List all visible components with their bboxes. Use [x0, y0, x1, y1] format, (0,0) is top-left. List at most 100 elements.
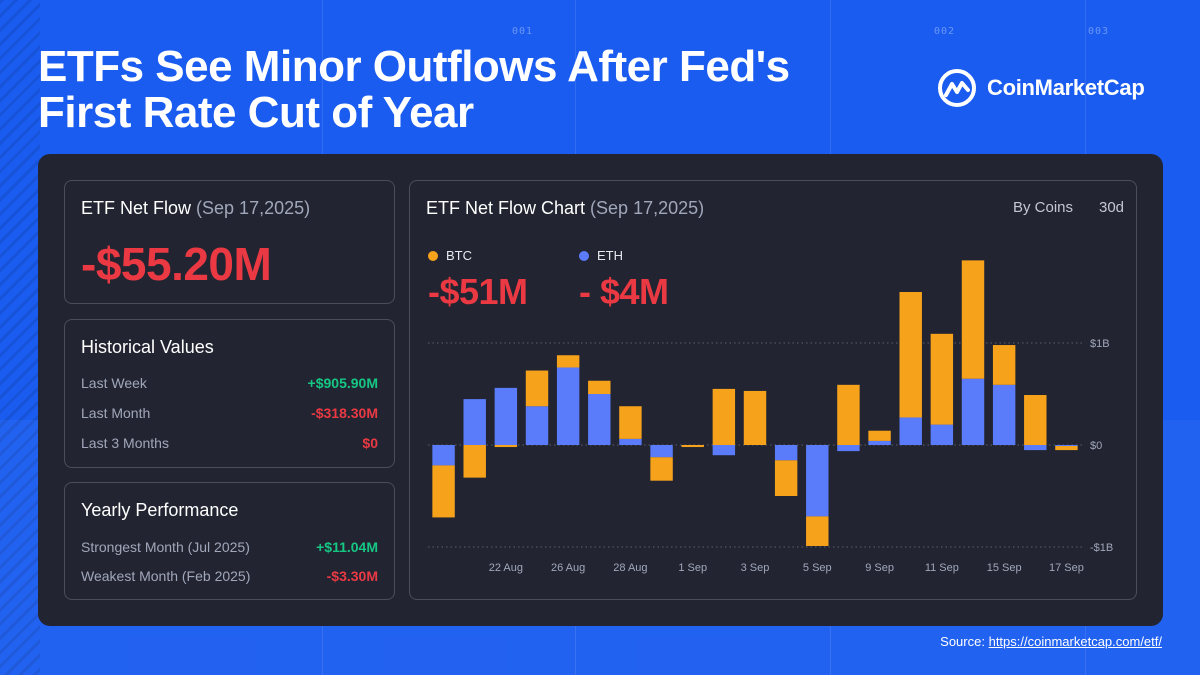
- net-flow-value: -$55.20M: [81, 238, 272, 290]
- bar-eth: [432, 445, 455, 466]
- x-tick-label: 5 Sep: [803, 562, 832, 574]
- background-marker: 001: [512, 26, 534, 37]
- bar-btc: [494, 445, 518, 448]
- coinmarketcap-logo-icon: [938, 69, 976, 107]
- y-tick-label: $1B: [1090, 338, 1110, 350]
- bar-btc: [463, 445, 486, 478]
- bar-eth: [837, 445, 860, 452]
- x-tick-label: 3 Sep: [741, 562, 770, 574]
- bar-btc: [806, 516, 829, 546]
- bar-eth: [494, 387, 518, 445]
- historical-row: Last 3 Months $0: [81, 435, 378, 451]
- bar-btc: [650, 457, 673, 481]
- brand-logo: CoinMarketCap: [937, 68, 1145, 108]
- historical-row-label: Last Month: [81, 405, 151, 421]
- source-label: Source:: [940, 634, 985, 649]
- bar-btc: [868, 430, 891, 441]
- bar-eth: [1055, 445, 1078, 447]
- bar-eth: [774, 445, 798, 461]
- net-flow-date: (Sep 17,2025): [196, 198, 311, 218]
- chart-title-text: ETF Net Flow Chart: [426, 198, 586, 218]
- yearly-performance-panel: Yearly Performance Strongest Month (Jul …: [64, 482, 395, 600]
- x-tick-label: 9 Sep: [865, 562, 894, 574]
- background-marker: 003: [1088, 26, 1110, 37]
- brand-name: CoinMarketCap: [987, 75, 1145, 100]
- bar-eth: [650, 445, 673, 458]
- bar-eth: [1024, 445, 1047, 451]
- eth-flow-value: - $4M: [579, 271, 669, 312]
- yearly-row-value: +$11.04M: [316, 539, 378, 555]
- bar-btc: [556, 355, 580, 368]
- source-link[interactable]: https://coinmarketcap.com/etf/: [988, 634, 1162, 649]
- yearly-row-value: -$3.30M: [326, 568, 378, 584]
- historical-row-value: -$318.30M: [311, 405, 378, 421]
- historical-row: Last Week +$905.90M: [81, 375, 378, 391]
- legend-btc: BTC: [428, 248, 472, 263]
- bar-eth: [712, 445, 736, 456]
- x-tick-label: 22 Aug: [489, 562, 523, 574]
- yearly-title: Yearly Performance: [81, 500, 239, 520]
- bar-btc: [1055, 446, 1078, 451]
- headline-line-1: ETFs See Minor Outflows After Fed's: [38, 42, 790, 91]
- bar-eth: [525, 406, 549, 445]
- x-tick-label: 11 Sep: [925, 562, 959, 574]
- historical-values-panel: Historical Values Last Week +$905.90M La…: [64, 319, 395, 468]
- chart-title: ETF Net Flow Chart (Sep 17,2025): [426, 198, 704, 219]
- bar-btc: [432, 465, 455, 518]
- x-tick-label: 15 Sep: [987, 562, 1022, 574]
- yearly-row: Weakest Month (Feb 2025) -$3.30M: [81, 568, 378, 584]
- net-flow-title: ETF Net Flow (Sep 17,2025): [81, 198, 310, 219]
- bar-eth: [806, 445, 829, 517]
- bar-eth: [619, 438, 642, 445]
- bar-btc: [837, 384, 860, 445]
- legend-btc-label: BTC: [446, 248, 472, 263]
- yearly-row-label: Strongest Month (Jul 2025): [81, 539, 250, 555]
- bar-btc: [619, 406, 642, 439]
- eth-dot-icon: [579, 250, 589, 261]
- x-tick-label: 26 Aug: [551, 562, 585, 574]
- chart-date: (Sep 17,2025): [590, 198, 705, 218]
- headline: ETFs See Minor Outflows After Fed's Firs…: [38, 44, 918, 136]
- bar-eth: [463, 399, 486, 445]
- bar-btc: [930, 333, 954, 425]
- bar-eth: [899, 417, 922, 445]
- source-line: Source: https://coinmarketcap.com/etf/: [940, 634, 1162, 649]
- net-flow-panel: ETF Net Flow (Sep 17,2025) -$55.20M: [64, 180, 395, 304]
- bar-eth: [556, 367, 580, 445]
- x-tick-label: 28 Aug: [613, 562, 647, 574]
- headline-line-2: First Rate Cut of Year: [38, 88, 474, 137]
- by-coins-toggle[interactable]: By Coins: [1013, 199, 1074, 216]
- bar-btc: [525, 370, 549, 407]
- y-tick-label: -$1B: [1090, 542, 1113, 554]
- range-30d-button[interactable]: 30d: [1099, 199, 1125, 216]
- net-flow-bar-chart: $1B $0 -$1B 22 Aug 26 Aug 28 Aug 1 Sep 3 Sep 5 S…: [428, 260, 1113, 574]
- chart-panel: ETF Net Flow Chart (Sep 17,2025) By Coin…: [409, 180, 1137, 600]
- bar-btc: [588, 380, 611, 394]
- dashboard-card: ETF Net Flow (Sep 17,2025) -$55.20M Hist…: [38, 154, 1163, 626]
- bar-eth: [868, 440, 891, 445]
- btc-flow-value: -$51M: [428, 271, 528, 312]
- historical-row-label: Last 3 Months: [81, 435, 169, 451]
- historical-row-label: Last Week: [81, 375, 147, 391]
- bar-btc: [1024, 395, 1047, 445]
- bar-eth: [588, 394, 611, 445]
- yearly-row: Strongest Month (Jul 2025) +$11.04M: [81, 539, 378, 555]
- x-tick-label: 1 Sep: [678, 562, 707, 574]
- bar-btc: [774, 460, 798, 496]
- legend-eth-label: ETH: [597, 248, 623, 263]
- btc-dot-icon: [428, 250, 438, 261]
- net-flow-title-text: ETF Net Flow: [81, 198, 192, 218]
- historical-row-value: +$905.90M: [307, 375, 378, 391]
- bar-btc: [899, 292, 922, 418]
- yearly-row-label: Weakest Month (Feb 2025): [81, 568, 251, 584]
- historical-row-value: $0: [362, 435, 378, 451]
- bar-eth: [961, 378, 985, 445]
- y-tick-label: $0: [1090, 440, 1102, 452]
- bar-btc: [992, 345, 1016, 385]
- bar-eth: [992, 384, 1016, 445]
- bar-btc: [961, 260, 985, 379]
- historical-title: Historical Values: [81, 337, 214, 357]
- bar-btc: [743, 390, 767, 445]
- background-marker: 002: [934, 26, 956, 37]
- background-stripes: [0, 0, 40, 675]
